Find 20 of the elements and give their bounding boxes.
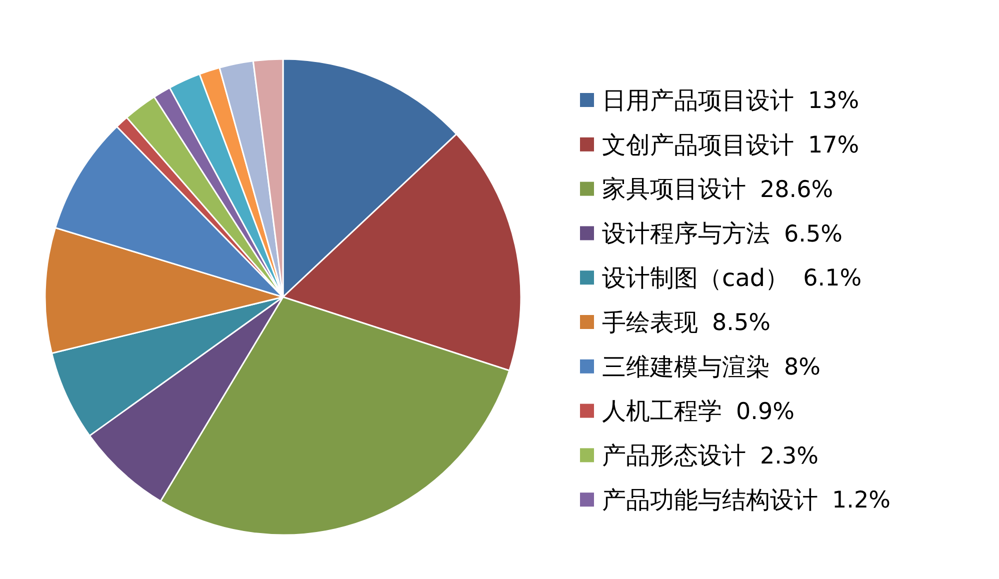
- legend-label: 产品功能与结构设计: [602, 486, 818, 514]
- legend-label: 日用产品项目设计: [602, 86, 794, 114]
- data-label: 8.5%: [712, 310, 770, 336]
- data-label: 6.1%: [803, 266, 862, 292]
- legend-label: 设计程序与方法: [602, 220, 770, 248]
- data-label: 1.2%: [832, 488, 890, 514]
- data-label: 2.3%: [760, 443, 818, 470]
- legend-label: 设计制图（cad）: [602, 264, 790, 292]
- legend-label: 人机工程学: [602, 397, 722, 426]
- legend-label: 文创产品项目设计: [602, 130, 794, 159]
- legend-label: 三维建模与渲染: [602, 352, 770, 381]
- data-label: 6.5%: [784, 221, 842, 248]
- legend-label: 家具项目设计: [602, 175, 746, 204]
- data-label: 28.6%: [760, 176, 834, 203]
- legend-label: 产品形态设计: [602, 442, 746, 470]
- data-label: 0.9%: [736, 398, 794, 425]
- data-label: 8%: [784, 354, 820, 380]
- data-label: 17%: [808, 132, 860, 158]
- data-label: 13%: [808, 88, 860, 114]
- legend-label: 手绘表现: [602, 308, 698, 336]
